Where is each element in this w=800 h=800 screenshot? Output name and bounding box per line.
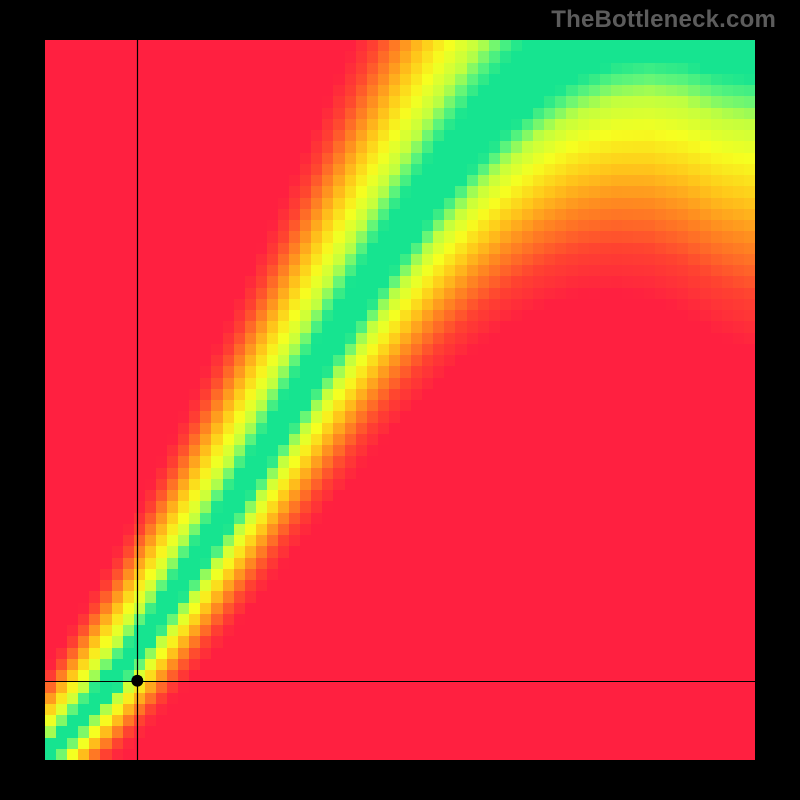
root: { "type": "heatmap", "watermark": { "tex… bbox=[0, 0, 800, 800]
watermark-text: TheBottleneck.com bbox=[551, 6, 776, 34]
bottleneck-heatmap bbox=[45, 40, 755, 760]
